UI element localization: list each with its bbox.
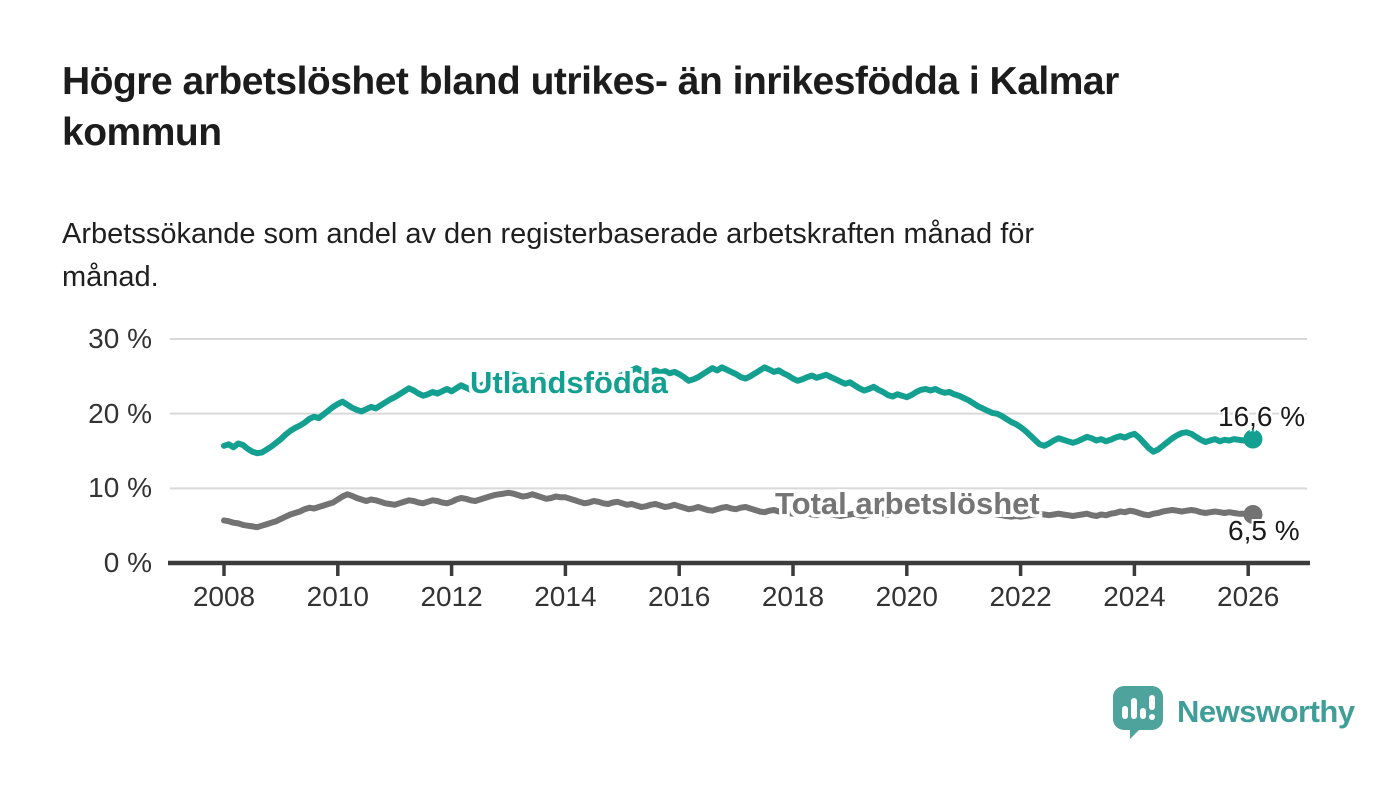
end-value-label-utlandsfodda: 16,6 % bbox=[1218, 401, 1306, 432]
page-subtitle-line-1: Arbetssökande som andel av den registerb… bbox=[62, 218, 1035, 250]
newsworthy-logo-icon bbox=[1113, 686, 1163, 739]
series-end-dot-utlandsfodda bbox=[1243, 429, 1263, 449]
y-tick-label-10: 10 % bbox=[88, 472, 152, 504]
x-tick-label-2014: 2014 bbox=[534, 581, 597, 612]
page-title: Högre arbetslöshet bland utrikes- än inr… bbox=[62, 56, 1119, 158]
page-subtitle-line-2: månad. bbox=[62, 261, 159, 293]
y-tick-label-20: 20 % bbox=[88, 397, 152, 429]
x-tick-label-2026: 2026 bbox=[1217, 581, 1280, 612]
x-tick-label-2022: 2022 bbox=[989, 581, 1052, 612]
end-value-label-total: 6,5 % bbox=[1228, 515, 1300, 546]
x-tick-label-2008: 2008 bbox=[192, 581, 256, 612]
y-tick-label-0: 0 % bbox=[103, 547, 152, 578]
page-title-line-1: Högre arbetslöshet bland utrikes- än inr… bbox=[62, 60, 1119, 103]
series-end-dot-total bbox=[1243, 504, 1263, 524]
series-line-utlandsfodda bbox=[221, 364, 1256, 457]
series-line-total bbox=[221, 489, 1256, 531]
x-tick-label-2012: 2012 bbox=[420, 581, 483, 612]
newsworthy-logo-text: Newsworthy bbox=[1177, 694, 1355, 729]
x-tick-label-2020: 2020 bbox=[875, 581, 938, 612]
page-title-line-2: kommun bbox=[62, 111, 222, 154]
y-tick-label-30: 30 % bbox=[88, 322, 152, 354]
x-tick-label-2018: 2018 bbox=[761, 581, 825, 612]
page-subtitle: Arbetssökande som andel av den registerb… bbox=[62, 213, 1034, 299]
x-tick-label-2010: 2010 bbox=[306, 581, 369, 612]
series-label-utlandsfodda: Utlandsfödda bbox=[470, 365, 669, 400]
x-tick-label-2024: 2024 bbox=[1103, 581, 1166, 612]
newsworthy-branding: Newsworthy bbox=[1112, 685, 1355, 739]
speech-bubble-shape bbox=[1113, 686, 1163, 739]
x-tick-label-2016: 2016 bbox=[648, 581, 711, 612]
series-label-total-arbetsloshet: Total arbetslöshet bbox=[775, 486, 1040, 521]
